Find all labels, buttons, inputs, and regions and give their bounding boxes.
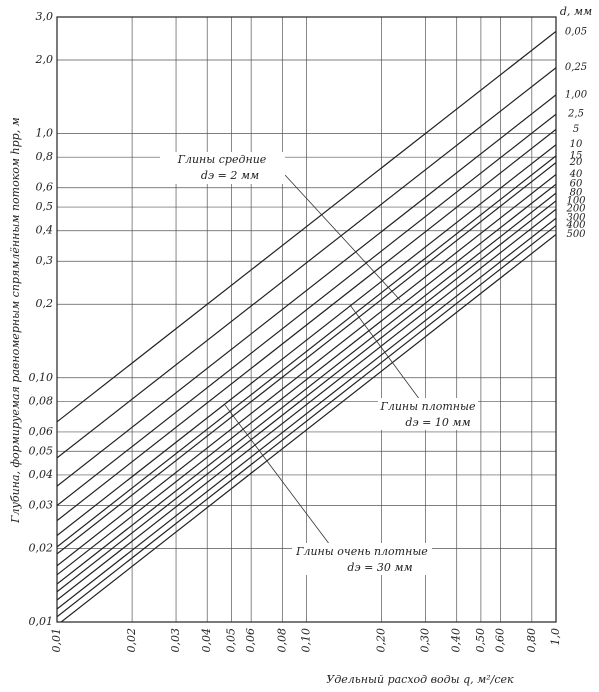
legend-label: 2,5 bbox=[567, 109, 584, 120]
series-line bbox=[57, 200, 556, 593]
legend-label: 10 bbox=[570, 139, 583, 150]
plot-frame bbox=[56, 16, 557, 623]
y-tick-label: 1,0 bbox=[36, 127, 54, 140]
x-tick-label: 0,40 bbox=[450, 628, 463, 653]
series-line bbox=[57, 208, 556, 601]
y-tick-label: 0,04 bbox=[29, 468, 54, 481]
x-tick-label: 0,05 bbox=[224, 628, 237, 653]
legend-label: 60 bbox=[570, 179, 583, 190]
series-line bbox=[57, 67, 556, 459]
x-tick-label: 0,02 bbox=[125, 628, 138, 653]
legend-label: 0,05 bbox=[565, 27, 587, 38]
legend-label: 80 bbox=[570, 188, 583, 199]
legend-label: 300 bbox=[566, 213, 586, 224]
leader-line bbox=[224, 404, 331, 546]
series-line bbox=[57, 173, 556, 567]
y-tick-label: 0,8 bbox=[36, 150, 54, 163]
y-tick-label: 3,0 bbox=[36, 10, 54, 23]
series-line bbox=[57, 113, 556, 506]
plot-area: 0,01 0,02 0,03 0,04 0,05 0,06 0,08 0,10 0,2 0,3 0,… bbox=[29, 10, 588, 653]
x-tick-label: 0,01 bbox=[50, 628, 63, 653]
x-tick-label: 0,20 bbox=[375, 628, 388, 653]
legend-label: 500 bbox=[566, 229, 586, 240]
series-line bbox=[57, 155, 556, 548]
legend-label: 400 bbox=[565, 220, 586, 231]
y-tick-label: 0,4 bbox=[36, 224, 54, 237]
annotation: Глины очень плотные bbox=[295, 545, 428, 558]
y-tick-label: 0,6 bbox=[36, 181, 54, 194]
annotation: Глины плотные bbox=[380, 400, 476, 413]
leader-line bbox=[284, 174, 401, 301]
y-tick-label: 0,01 bbox=[29, 615, 54, 628]
y-tick-label: 0,3 bbox=[36, 254, 54, 267]
series-line bbox=[57, 128, 556, 522]
x-tick-label: 0,08 bbox=[275, 628, 288, 653]
annotation: Глины средние bbox=[177, 153, 267, 166]
series-line bbox=[57, 94, 556, 487]
y-tick-label: 0,10 bbox=[29, 371, 54, 384]
legend-label: 100 bbox=[566, 195, 586, 206]
y-axis-label: Глубина, формируемая равномерным спрямлё… bbox=[9, 117, 22, 524]
x-tick-label: 0,50 bbox=[474, 628, 487, 653]
x-tick-label: 0,03 bbox=[169, 628, 182, 653]
y-tick-label: 0,02 bbox=[29, 541, 54, 554]
y-tick-label: 0,06 bbox=[29, 425, 54, 438]
annotations: Глины средние dэ = 2 мм Глины плотные dэ… bbox=[160, 152, 478, 575]
y-tick-label: 0,08 bbox=[29, 394, 54, 407]
series-line bbox=[57, 183, 556, 576]
y-tick-label: 0,03 bbox=[29, 498, 54, 511]
series-line bbox=[57, 192, 556, 585]
series-line bbox=[57, 217, 556, 610]
x-tick-label: 0,60 bbox=[494, 628, 507, 653]
legend-label: 5 bbox=[573, 124, 579, 135]
y-tick-label: 0,5 bbox=[36, 200, 54, 213]
x-tick-label: 0,80 bbox=[525, 628, 538, 653]
series-line bbox=[57, 144, 556, 536]
y-tick-label: 0,05 bbox=[29, 444, 54, 457]
legend-label: 20 bbox=[569, 157, 583, 168]
legend-label: 200 bbox=[565, 204, 586, 215]
annotation: dэ = 10 мм bbox=[405, 416, 470, 429]
x-axis-label: Удельный расход воды q, м²/сек bbox=[326, 673, 514, 686]
x-tick-label: 0,30 bbox=[419, 628, 432, 653]
x-tick-label: 1,0 bbox=[549, 628, 562, 646]
legend-title: d, мм bbox=[560, 5, 592, 18]
series-line bbox=[57, 162, 556, 555]
series-line bbox=[57, 225, 556, 618]
leader-line bbox=[349, 304, 421, 401]
y-tick-label: 0,2 bbox=[36, 297, 54, 310]
annotation: dэ = 2 мм bbox=[201, 169, 259, 182]
y-tick-label: 2,0 bbox=[35, 53, 54, 66]
legend-label: 1,00 bbox=[565, 89, 588, 100]
series-line bbox=[60, 234, 556, 622]
x-tick-label: 0,04 bbox=[200, 628, 213, 653]
annotation: dэ = 30 мм bbox=[347, 561, 412, 574]
legend-label: 0,25 bbox=[565, 62, 587, 73]
legend-label: 15 bbox=[570, 150, 583, 161]
legend-label: 40 bbox=[569, 169, 583, 180]
x-tick-label: 0,06 bbox=[244, 628, 257, 653]
x-tick-label: 0,10 bbox=[300, 628, 313, 653]
series-line bbox=[57, 30, 556, 423]
